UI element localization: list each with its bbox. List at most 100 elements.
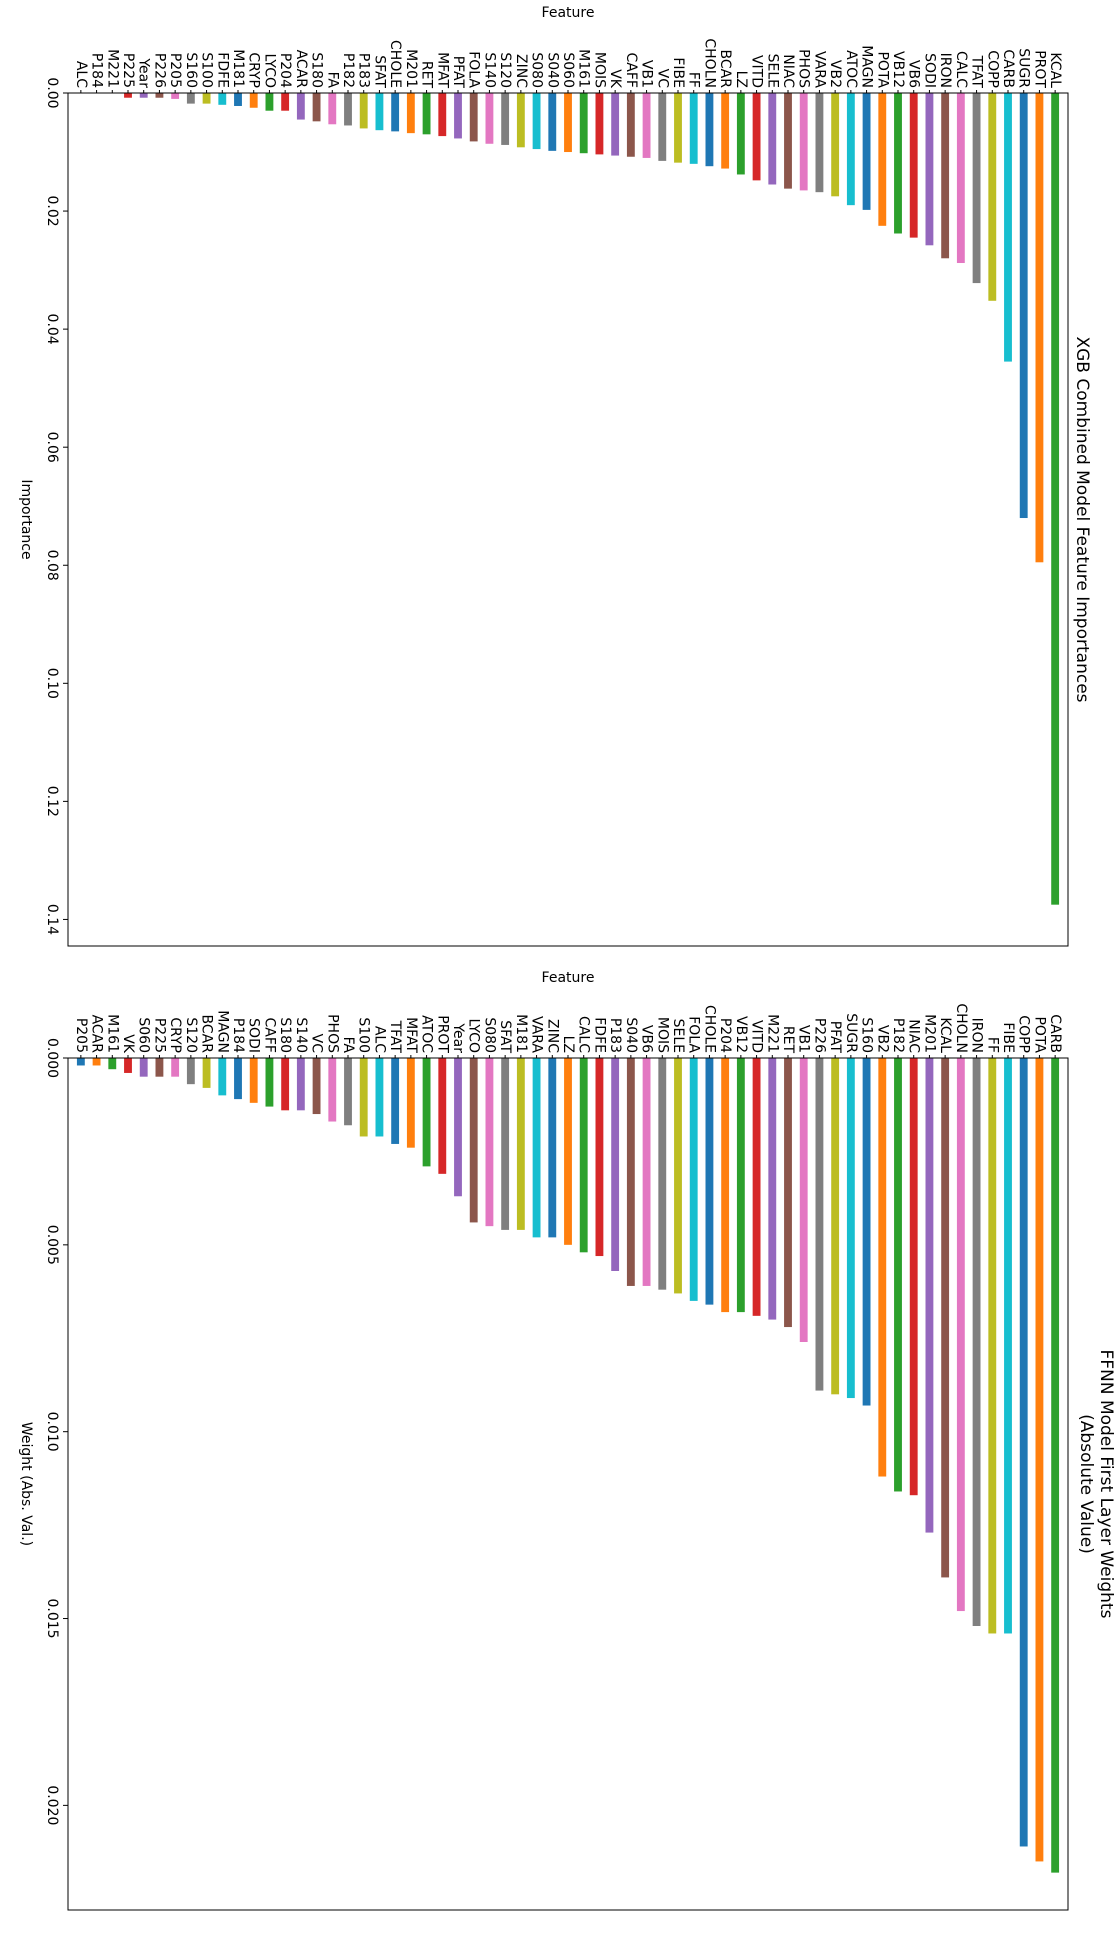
x-tick-label: CAFF — [261, 1018, 277, 1053]
x-tick-label: LYCO — [261, 53, 277, 88]
x-axis-label: Feature — [542, 970, 595, 986]
bar — [139, 93, 148, 98]
x-tick-label: CHOLE — [387, 40, 403, 88]
x-tick-label: P182 — [340, 53, 356, 88]
chart-title: XGB Combined Model Feature Importances — [1072, 336, 1092, 702]
bar — [532, 1058, 541, 1238]
x-tick-label: VARA — [811, 51, 827, 88]
bar — [234, 1058, 242, 1100]
bar — [1004, 1058, 1012, 1634]
bar — [422, 1058, 431, 1167]
bar — [1019, 93, 1028, 519]
bar — [391, 1058, 400, 1144]
x-tick-label: ALC — [371, 1026, 387, 1053]
x-tick-label: M181 — [230, 49, 246, 88]
bar — [658, 1058, 667, 1290]
x-tick-label: P225 — [120, 53, 136, 88]
bar — [1051, 93, 1060, 905]
bar — [611, 1058, 620, 1271]
bar — [281, 93, 290, 111]
bar — [752, 1058, 761, 1316]
bar — [736, 93, 745, 175]
bar — [485, 93, 494, 144]
x-tick-label: S180 — [277, 1017, 293, 1053]
x-tick-label: BCAR — [199, 1015, 215, 1054]
x-tick-label: NIAC — [906, 1019, 922, 1053]
x-tick-label: S060 — [560, 52, 576, 88]
x-tick-label: SFAT — [497, 1020, 513, 1053]
y-tick-label: 0.12 — [44, 786, 60, 817]
y-tick-label: 0.02 — [44, 195, 60, 226]
x-tick-label: M221 — [764, 1014, 780, 1053]
bar — [642, 1058, 651, 1286]
x-tick-label: PHOS — [324, 1014, 340, 1053]
x-tick-label: Year — [450, 1022, 466, 1053]
bar — [548, 1058, 557, 1238]
bar — [406, 1058, 415, 1148]
bar — [909, 1058, 918, 1496]
x-tick-label: MOIS — [654, 1017, 670, 1053]
bar — [344, 1058, 352, 1126]
bar — [469, 1058, 478, 1223]
bar — [391, 93, 400, 132]
x-tick-label: S100 — [356, 1017, 372, 1053]
x-tick-label: MOIS — [591, 52, 607, 88]
bar — [108, 1058, 117, 1070]
x-tick-label: RET — [780, 1026, 796, 1054]
x-tick-label: LZ — [733, 71, 749, 88]
x-tick-label: P205 — [167, 53, 183, 88]
x-tick-label: VB6 — [906, 60, 922, 88]
bar — [831, 93, 840, 197]
x-tick-label: ACAR — [293, 50, 309, 89]
bar — [312, 1058, 321, 1115]
bar — [579, 93, 588, 154]
y-tick-label: 0.005 — [44, 1225, 60, 1265]
bar — [406, 93, 415, 134]
bar — [941, 93, 950, 259]
x-tick-label: NIAC — [780, 54, 796, 88]
bar — [516, 93, 525, 148]
x-tick-label: Year — [136, 57, 152, 88]
x-tick-label: VARA — [529, 1016, 545, 1053]
x-tick-label: CALC — [953, 51, 969, 88]
x-tick-label: COPP — [984, 50, 1000, 88]
bar — [799, 1058, 808, 1342]
bar — [642, 93, 651, 158]
x-tick-label: CALC — [576, 1016, 592, 1053]
bar — [265, 1058, 274, 1107]
x-tick-label: S080 — [529, 52, 545, 88]
x-tick-label: ALC — [73, 61, 89, 88]
bar — [1035, 93, 1044, 563]
x-tick-label: FIBE — [1000, 1022, 1016, 1053]
chart-title: FFNN Model First Layer Weights — [1096, 1350, 1116, 1619]
bar — [454, 1058, 462, 1197]
bar — [124, 93, 132, 98]
x-tick-label: CHOLE — [701, 1005, 717, 1053]
x-tick-label: IRON — [969, 1018, 985, 1053]
bar — [768, 93, 777, 185]
bar — [1019, 1058, 1028, 1847]
x-tick-label: S120 — [497, 52, 513, 88]
bar — [171, 1058, 180, 1077]
x-tick-label: P205 — [73, 1018, 89, 1053]
bar — [186, 1058, 195, 1085]
x-tick-label: PROT — [434, 1015, 450, 1053]
bar — [202, 1058, 211, 1088]
x-tick-label: S060 — [136, 1017, 152, 1053]
bar — [454, 93, 462, 139]
bar — [658, 93, 667, 161]
bar — [171, 93, 180, 99]
x-tick-label: SODI — [246, 1018, 262, 1053]
bar — [956, 1058, 965, 1612]
x-tick-label: S160 — [859, 1017, 875, 1053]
chart-subtitle: (Absolute Value) — [1076, 1414, 1096, 1554]
x-tick-label: FDFE — [214, 52, 230, 88]
x-tick-label: P184 — [230, 1018, 246, 1053]
bar — [579, 1058, 588, 1253]
x-tick-label: S040 — [544, 52, 560, 88]
x-tick-label: CHOLN — [701, 38, 717, 88]
x-tick-label: IRON — [937, 53, 953, 88]
bar — [956, 93, 965, 264]
bar — [249, 1058, 258, 1103]
x-tick-label: VB1 — [639, 60, 655, 88]
